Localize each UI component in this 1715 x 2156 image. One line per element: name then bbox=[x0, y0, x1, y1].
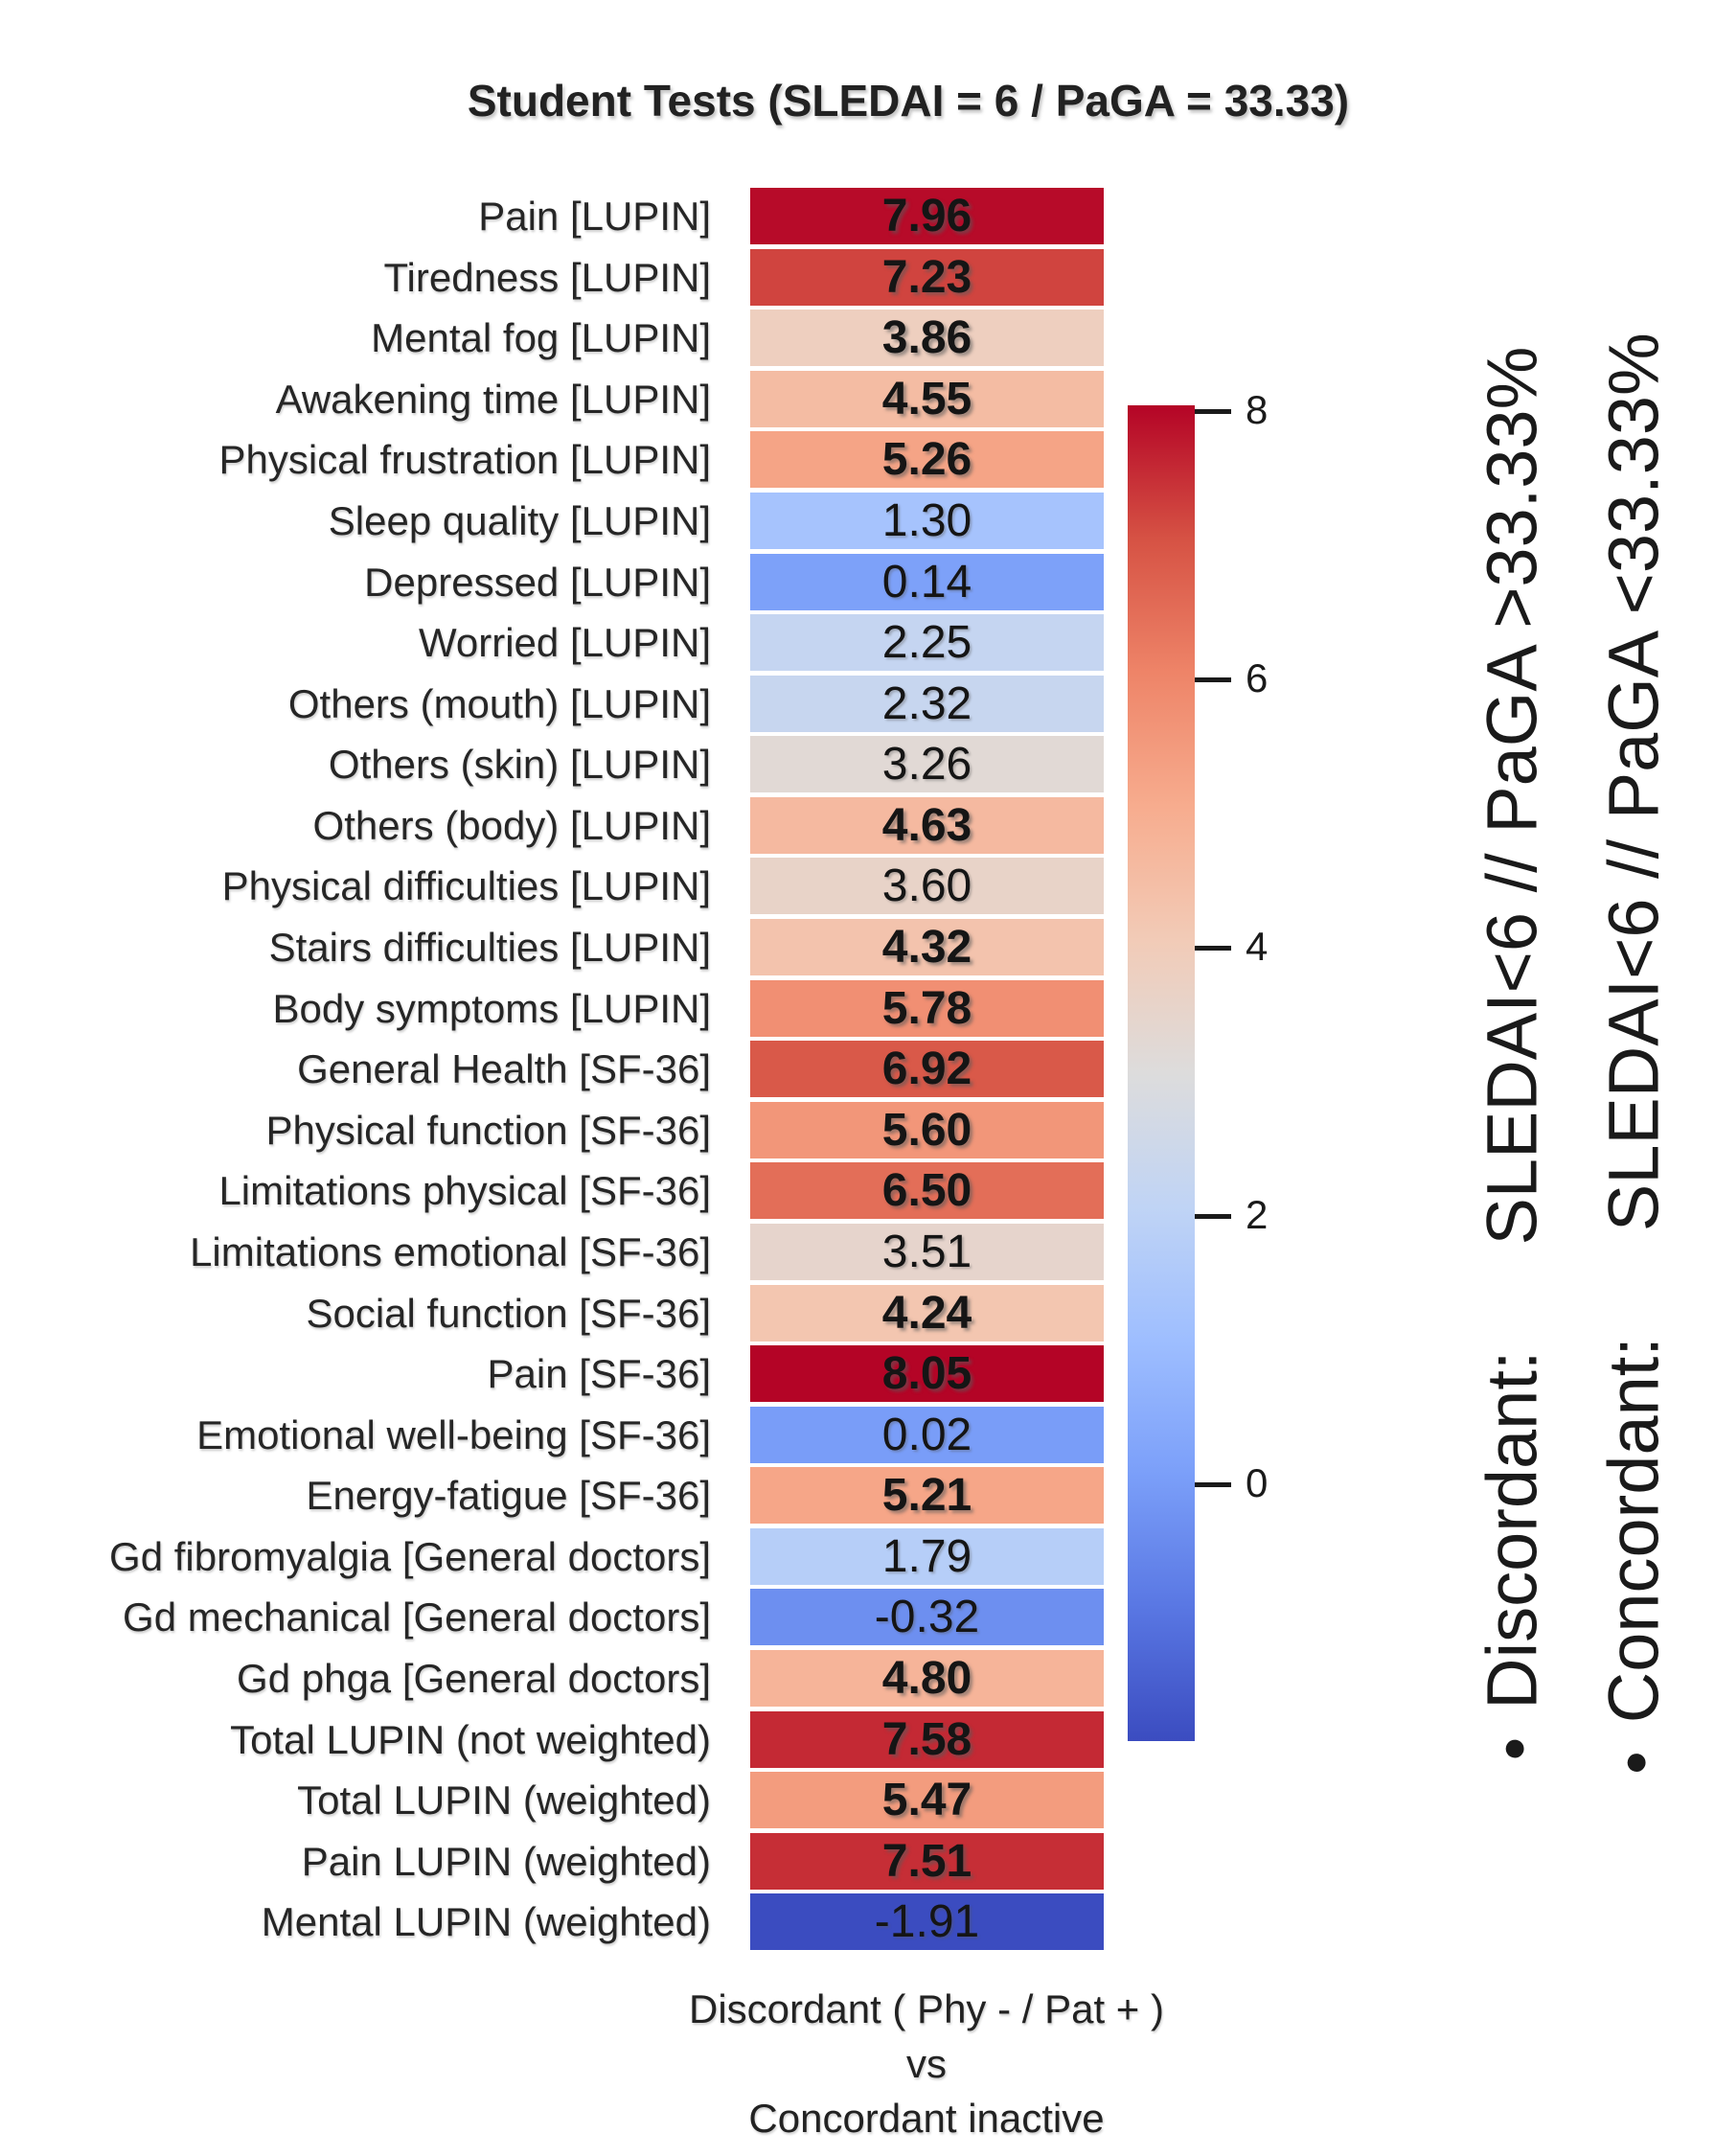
heatmap-cell: 5.21 bbox=[750, 1467, 1104, 1525]
colorbar-tick-label: 6 bbox=[1246, 654, 1269, 700]
chart-title: Student Tests (SLEDAI = 6 / PaGA = 33.33… bbox=[467, 76, 1350, 126]
colorbar-tick-mark bbox=[1195, 409, 1231, 415]
heatmap-cell: 4.32 bbox=[750, 919, 1104, 976]
row-label: Tiredness [LUPIN] bbox=[383, 254, 711, 300]
heatmap-cell: 0.14 bbox=[750, 553, 1104, 610]
colorbar-tick-mark bbox=[1195, 1214, 1231, 1220]
row-label: Others (body) [LUPIN] bbox=[312, 802, 711, 848]
heatmap-cell: 5.60 bbox=[750, 1101, 1104, 1158]
row-label: Awakening time [LUPIN] bbox=[275, 376, 711, 422]
colorbar-tick-label: 0 bbox=[1246, 1459, 1269, 1505]
legend-text: ● Concordant: SLEDAI<6 // PaGA <33.33% bbox=[1593, 333, 1675, 1776]
colorbar-tick-mark bbox=[1195, 1482, 1231, 1488]
heatmap-cell: -0.32 bbox=[750, 1589, 1104, 1646]
heatmap-cell: 4.55 bbox=[750, 370, 1104, 427]
heatmap-cell: 2.32 bbox=[750, 675, 1104, 732]
bullet-icon: ● bbox=[1489, 1735, 1537, 1762]
heatmap-cell: 1.79 bbox=[750, 1527, 1104, 1585]
row-label: Physical frustration [LUPIN] bbox=[218, 437, 711, 483]
row-label: Physical difficulties [LUPIN] bbox=[221, 863, 711, 909]
x-axis-label-line1: Discordant ( Phy - / Pat + ) bbox=[688, 1986, 1164, 2031]
colorbar-tick-label: 2 bbox=[1246, 1191, 1269, 1237]
heatmap-cell: 3.86 bbox=[750, 310, 1104, 367]
row-label: Limitations emotional [SF-36] bbox=[190, 1228, 711, 1274]
row-label: Gd fibromyalgia [General doctors] bbox=[109, 1533, 711, 1579]
heatmap-cell: 6.92 bbox=[750, 1041, 1104, 1098]
row-label: Body symptoms [LUPIN] bbox=[272, 985, 711, 1031]
colorbar-tick-label: 8 bbox=[1246, 386, 1269, 432]
colorbar-tick-label: 4 bbox=[1246, 923, 1269, 969]
heatmap-cell: 2.25 bbox=[750, 614, 1104, 672]
x-axis-label-line2: vs bbox=[906, 2041, 947, 2086]
row-label: Emotional well-being [SF-36] bbox=[196, 1411, 711, 1457]
row-label: Others (skin) [LUPIN] bbox=[328, 742, 711, 788]
heatmap-cell: 5.78 bbox=[750, 979, 1104, 1037]
row-label: Limitations physical [SF-36] bbox=[218, 1168, 711, 1214]
bullet-icon: ● bbox=[1611, 1750, 1658, 1776]
colorbar-tick-mark bbox=[1195, 946, 1231, 952]
legend-label: Discordant: bbox=[1472, 1350, 1552, 1709]
heatmap-cell: 7.23 bbox=[750, 248, 1104, 306]
heatmap-cell: 7.96 bbox=[750, 188, 1104, 244]
row-label: General Health [SF-36] bbox=[297, 1046, 711, 1092]
row-label: Total LUPIN (weighted) bbox=[297, 1778, 711, 1823]
legend-condition: SLEDAI<6 // PaGA >33.33% bbox=[1472, 346, 1552, 1246]
heatmap-cell: -1.91 bbox=[750, 1893, 1104, 1951]
x-axis-label-line3: Concordant inactive bbox=[748, 2096, 1105, 2141]
row-label: Mental LUPIN (weighted) bbox=[261, 1899, 711, 1945]
legend-condition: SLEDAI<6 // PaGA <33.33% bbox=[1593, 333, 1674, 1232]
row-label: Worried [LUPIN] bbox=[419, 620, 711, 666]
heatmap-cell: 5.26 bbox=[750, 431, 1104, 489]
x-axis-label: Discordant ( Phy - / Pat + ) vs Concorda… bbox=[69, 1982, 1715, 2145]
row-label: Social function [SF-36] bbox=[306, 1290, 711, 1336]
row-label: Total LUPIN (not weighted) bbox=[230, 1716, 711, 1762]
row-label: Depressed [LUPIN] bbox=[364, 559, 711, 605]
legend-label: Concordant: bbox=[1593, 1337, 1674, 1724]
heatmap-cell: 0.02 bbox=[750, 1406, 1104, 1463]
legend-text: ● Discordant: SLEDAI<6 // PaGA >33.33% bbox=[1472, 347, 1553, 1762]
row-label: Physical function [SF-36] bbox=[265, 1107, 711, 1153]
row-label: Gd phga [General doctors] bbox=[237, 1656, 711, 1702]
heatmap-cell: 6.50 bbox=[750, 1162, 1104, 1220]
heatmap-cell: 5.47 bbox=[750, 1772, 1104, 1829]
heatmap-cell: 3.60 bbox=[750, 858, 1104, 915]
row-label: Pain LUPIN (weighted) bbox=[301, 1838, 711, 1884]
row-label: Energy-fatigue [SF-36] bbox=[306, 1473, 711, 1519]
row-label: Pain [SF-36] bbox=[487, 1351, 711, 1397]
heatmap-cell: 7.51 bbox=[750, 1832, 1104, 1890]
row-label: Pain [LUPIN] bbox=[478, 194, 711, 239]
heatmap-cell: 1.30 bbox=[750, 492, 1104, 549]
heatmap-cell: 3.51 bbox=[750, 1223, 1104, 1280]
heatmap-cell: 4.63 bbox=[750, 796, 1104, 854]
colorbar-gradient bbox=[1128, 405, 1195, 1741]
row-label: Mental fog [LUPIN] bbox=[371, 315, 711, 361]
row-label: Gd mechanical [General doctors] bbox=[123, 1594, 711, 1640]
heatmap-cell: 8.05 bbox=[750, 1345, 1104, 1403]
row-label: Sleep quality [LUPIN] bbox=[328, 497, 711, 543]
row-label: Stairs difficulties [LUPIN] bbox=[268, 925, 711, 971]
heatmap-cell: 7.58 bbox=[750, 1710, 1104, 1768]
row-label: Others (mouth) [LUPIN] bbox=[287, 680, 711, 726]
colorbar-tick-mark bbox=[1195, 677, 1231, 683]
heatmap-cell: 4.80 bbox=[750, 1650, 1104, 1708]
heatmap-cell: 4.24 bbox=[750, 1284, 1104, 1342]
heatmap-cell: 3.26 bbox=[750, 736, 1104, 793]
